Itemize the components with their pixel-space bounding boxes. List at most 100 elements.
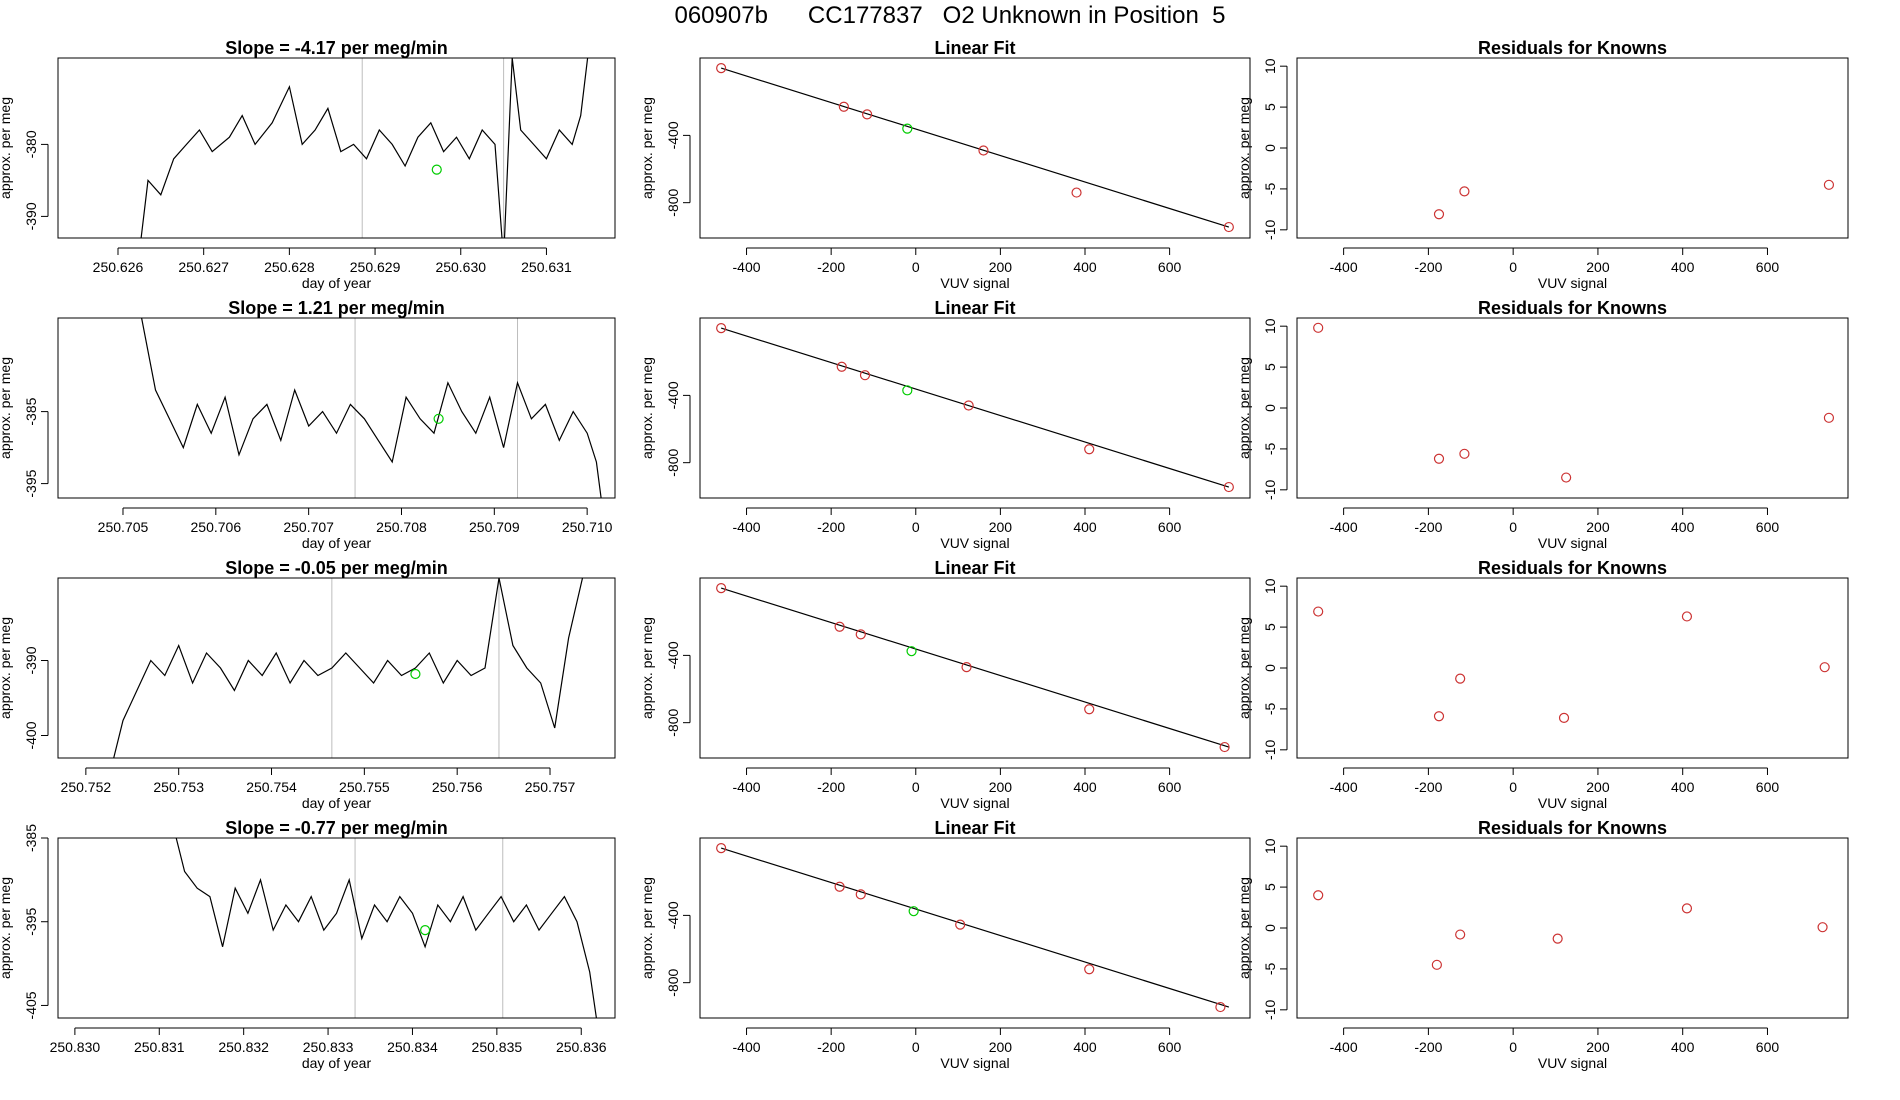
known-point (1823, 179, 1835, 190)
chart-timeseries-1: Slope = 1.21 per meg/min 250.705 250.706 25… (0, 298, 616, 551)
chart-title: Linear Fit (934, 818, 1015, 838)
chart-residuals-0: Residuals for Knowns -400 -200 0 200 400 600 VU… (1236, 38, 1849, 291)
y-tick-label: -395 (23, 908, 39, 936)
x-tick-label: 0 (912, 519, 920, 535)
y-tick-label: -10 (1262, 479, 1278, 499)
x-tick-label: 600 (1756, 519, 1780, 535)
x-tick-label: 0 (1509, 259, 1517, 275)
chart-title: Linear Fit (934, 38, 1015, 58)
known-point (1823, 412, 1835, 423)
x-axis-label: VUV signal (940, 535, 1009, 551)
known-point (834, 881, 845, 892)
x-tick-label: 0 (1509, 1039, 1517, 1055)
known-point (716, 842, 727, 854)
x-tick-label: 0 (1509, 779, 1517, 795)
chart-title: Slope = -0.05 per meg/min (225, 558, 448, 578)
chart-residuals-1: Residuals for Knowns -400 -200 0 200 400 600 VU… (1236, 298, 1849, 551)
x-tick-label: -200 (1414, 519, 1442, 535)
known-point (1433, 711, 1445, 722)
x-axis-label: VUV signal (1538, 795, 1607, 811)
chart-residuals-2: Residuals for Knowns -400 -200 0 200 400 600 VU… (1236, 558, 1849, 811)
x-tick-label: -200 (1414, 259, 1442, 275)
unknown-point (433, 413, 444, 424)
plot-frame (1296, 57, 1849, 239)
y-tick-label: -10 (1262, 739, 1278, 759)
x-tick-label: 600 (1756, 779, 1780, 795)
unknown-point (410, 668, 421, 680)
y-tick-label: -385 (23, 824, 39, 852)
x-tick-label: -200 (1414, 1039, 1442, 1055)
x-tick-label: 0 (1509, 519, 1517, 535)
x-tick-label: -200 (817, 1039, 845, 1055)
series-line (141, 318, 602, 498)
x-tick-label: -400 (733, 259, 761, 275)
x-tick-label: 600 (1756, 1039, 1780, 1055)
y-axis-label: approx. per meg (0, 357, 13, 459)
known-point (1223, 481, 1234, 493)
known-point (1215, 1001, 1226, 1013)
chart-timeseries-2: Slope = -0.05 per meg/min 250.752 250.753 2… (0, 558, 616, 811)
known-point (1681, 903, 1693, 914)
x-tick-label: 250.705 (98, 519, 149, 535)
x-tick-label: 0 (912, 259, 920, 275)
x-tick-label: 600 (1158, 1039, 1182, 1055)
y-tick-label: 5 (1262, 103, 1278, 111)
x-axis-label: VUV signal (1538, 1055, 1607, 1071)
plot-frame (57, 317, 616, 499)
x-tick-label: 250.626 (93, 259, 144, 275)
x-tick-label: 250.754 (246, 779, 297, 795)
x-axis-label: VUV signal (1538, 275, 1607, 291)
known-point (836, 361, 847, 372)
x-tick-label: -400 (733, 779, 761, 795)
x-tick-label: 250.830 (50, 1039, 101, 1055)
unknown-point (902, 123, 913, 134)
x-axis-label: VUV signal (940, 275, 1009, 291)
y-tick-label: -800 (665, 188, 681, 216)
y-tick-label: -800 (665, 448, 681, 476)
x-tick-label: 250.709 (469, 519, 520, 535)
x-tick-label: 200 (1586, 519, 1610, 535)
y-tick-label: -400 (665, 901, 681, 929)
known-point (1084, 704, 1095, 715)
series-line (175, 838, 597, 1018)
x-tick-label: 0 (912, 1039, 920, 1055)
y-tick-label: 5 (1262, 623, 1278, 631)
x-axis-label: day of year (302, 275, 372, 291)
chart-linear_fit-1: Linear Fit -400 -200 0 200 400 600 VUV signal -8… (639, 298, 1251, 551)
known-point (716, 62, 727, 74)
known-point (1433, 453, 1445, 464)
fit-line (720, 327, 1230, 488)
known-point (1455, 929, 1466, 940)
plot-frame (57, 57, 616, 239)
known-point (978, 145, 989, 156)
chart-title: Residuals for Knowns (1478, 818, 1667, 838)
known-point (1817, 922, 1828, 933)
y-tick-label: -405 (23, 991, 39, 1019)
chart-linear_fit-2: Linear Fit -400 -200 0 200 400 600 VUV signal -8… (639, 558, 1251, 811)
known-point (859, 370, 871, 381)
known-point (1455, 673, 1466, 684)
x-tick-label: 400 (1671, 1039, 1695, 1055)
x-tick-label: 0 (912, 779, 920, 795)
y-axis-label: approx. per meg (0, 617, 13, 719)
known-point (838, 101, 849, 112)
known-point (716, 582, 727, 594)
x-tick-label: 200 (989, 259, 1013, 275)
y-tick-label: -5 (1262, 702, 1278, 715)
known-point (855, 629, 866, 640)
y-tick-label: 10 (1262, 838, 1278, 854)
chart-linear_fit-0: Linear Fit -400 -200 0 200 400 600 VUV signal -8… (639, 38, 1251, 291)
x-tick-label: 200 (1586, 779, 1610, 795)
x-tick-label: 200 (1586, 1039, 1610, 1055)
chart-title: Residuals for Knowns (1478, 298, 1667, 318)
plot-frame (1296, 317, 1849, 499)
plot-frame (699, 837, 1251, 1019)
known-point (1084, 444, 1095, 455)
y-tick-label: -400 (665, 641, 681, 669)
x-axis-label: day of year (302, 535, 372, 551)
x-tick-label: -200 (817, 259, 845, 275)
known-point (1313, 890, 1324, 901)
x-tick-label: 600 (1158, 519, 1182, 535)
known-point (1552, 933, 1563, 944)
y-tick-label: -380 (23, 130, 39, 158)
